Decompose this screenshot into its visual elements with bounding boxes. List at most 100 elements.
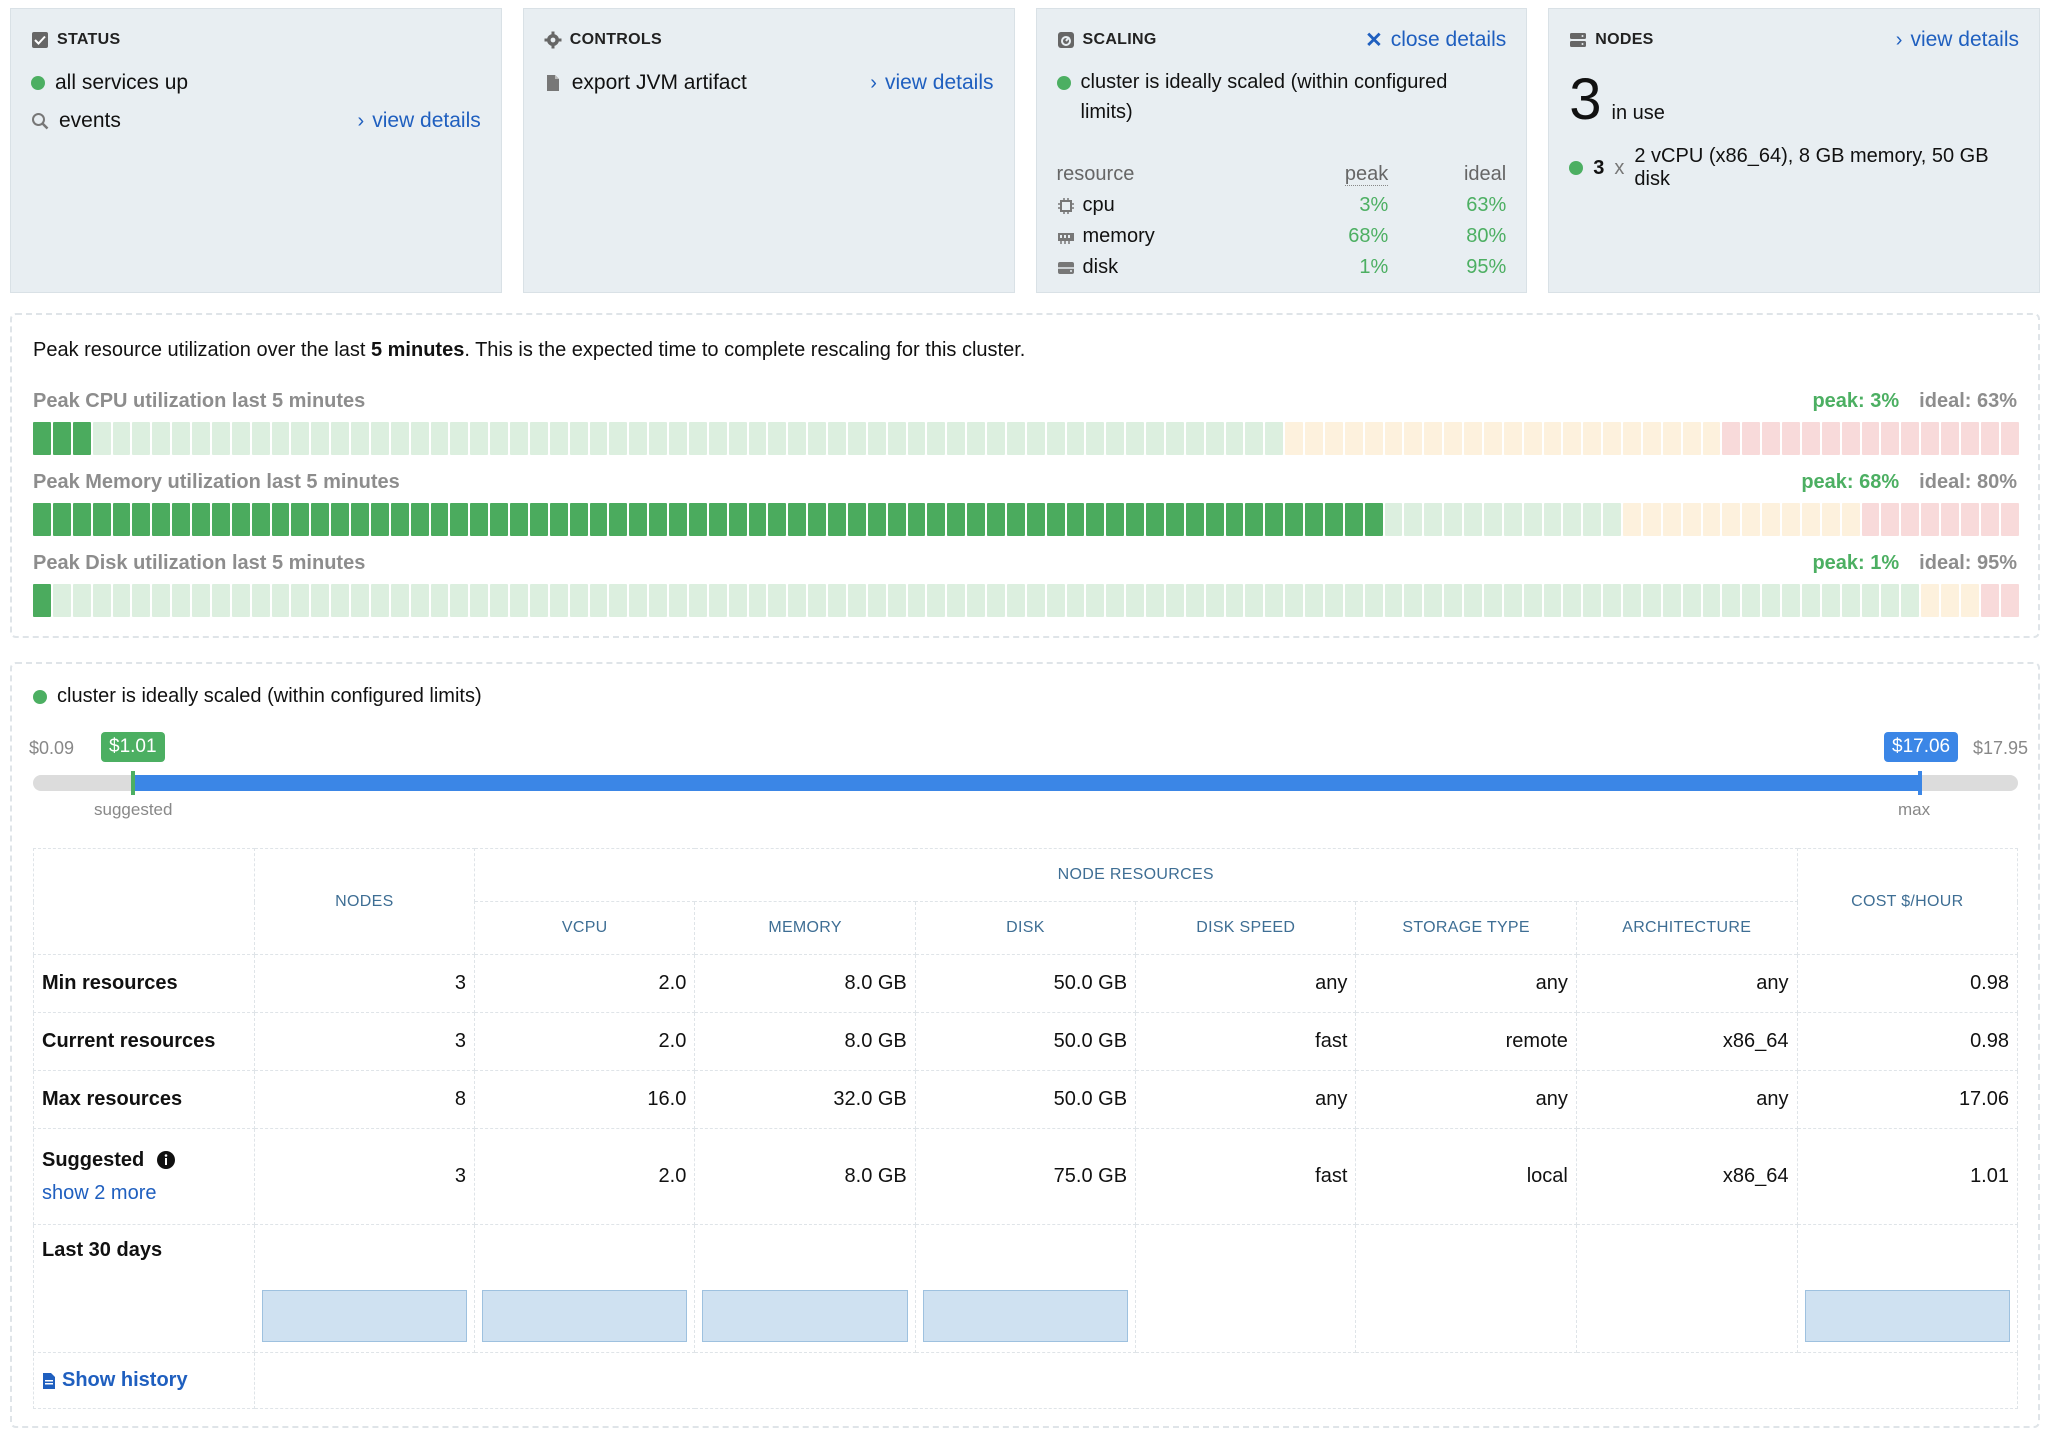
resource-peak: 1%	[1278, 256, 1388, 279]
utilization-segment	[550, 422, 568, 455]
utilization-segment	[808, 503, 826, 536]
utilization-segment	[1544, 503, 1562, 536]
utilization-segment	[828, 584, 846, 617]
events-view-details-link[interactable]: › view details	[358, 109, 481, 133]
cell-disk-speed: any	[1136, 1071, 1356, 1129]
utilization-segment	[808, 584, 826, 617]
show-history-link[interactable]: Show history	[34, 1353, 255, 1409]
utilization-segment	[1305, 503, 1323, 536]
utilization-segment	[1027, 584, 1045, 617]
utilization-segment	[1126, 503, 1144, 536]
gauge-icon	[1057, 31, 1075, 49]
status-dot-icon	[31, 76, 45, 90]
utilization-segment	[1424, 584, 1442, 617]
memory-peak-value: peak: 68%	[1801, 471, 1899, 493]
row-label: Max resources	[34, 1071, 255, 1129]
row-label: Suggested	[42, 1149, 144, 1172]
utilization-segment	[1961, 584, 1979, 617]
utilization-segment	[431, 422, 449, 455]
utilization-segment	[1325, 503, 1343, 536]
utilization-segment	[331, 584, 349, 617]
utilization-segment	[530, 584, 548, 617]
controls-card-title: CONTROLS	[544, 31, 994, 49]
cell-memory: 8.0 GB	[695, 1129, 915, 1225]
utilization-segment	[371, 422, 389, 455]
disk-utilization-bar	[33, 584, 2018, 617]
utilization-segment	[987, 584, 1005, 617]
memory-utilization-values: peak: 68% ideal: 80%	[1801, 471, 2017, 494]
scaling-table-header: resource peak ideal	[1057, 159, 1507, 190]
utilization-segment	[1186, 584, 1204, 617]
utilization-segment	[1921, 584, 1939, 617]
utilization-segment	[431, 584, 449, 617]
memory-history-sparkline[interactable]	[702, 1290, 907, 1342]
utilization-segment	[1961, 422, 1979, 455]
utilization-segment	[1345, 422, 1363, 455]
cpu-peak-value: peak: 3%	[1812, 390, 1899, 412]
nodes-view-details-link[interactable]: › view details	[1896, 28, 2019, 52]
utilization-segment	[1881, 584, 1899, 617]
utilization-segment	[1484, 584, 1502, 617]
nodes-history-sparkline[interactable]	[262, 1290, 467, 1342]
utilization-segment	[371, 584, 389, 617]
utilization-segment	[729, 584, 747, 617]
utilization-segment	[550, 584, 568, 617]
utilization-segment	[590, 422, 608, 455]
disk-peak-value: peak: 1%	[1812, 552, 1899, 574]
utilization-segment	[590, 584, 608, 617]
utilization-segment	[1643, 584, 1661, 617]
architecture-header: ARCHITECTURE	[1576, 902, 1797, 955]
utilization-segment	[1186, 503, 1204, 536]
utilization-segment	[570, 422, 588, 455]
info-icon[interactable]	[156, 1150, 176, 1170]
utilization-segment	[192, 422, 210, 455]
resource-ideal: 95%	[1388, 256, 1506, 279]
disk-history-sparkline[interactable]	[923, 1290, 1128, 1342]
utilization-segment	[788, 503, 806, 536]
utilization-segment	[1742, 422, 1760, 455]
show-more-link[interactable]: show 2 more	[42, 1182, 246, 1205]
utilization-segment	[1365, 422, 1383, 455]
export-row: export JVM artifact › view details	[544, 71, 994, 95]
utilization-segment	[113, 584, 131, 617]
cost-history-sparkline[interactable]	[1805, 1290, 2010, 1342]
utilization-segment	[669, 422, 687, 455]
utilization-segment	[987, 422, 1005, 455]
utilization-segment	[1603, 584, 1621, 617]
utilization-segment	[232, 503, 250, 536]
cell-nodes: 3	[254, 1129, 474, 1225]
utilization-segment	[788, 422, 806, 455]
utilization-segment	[510, 422, 528, 455]
utilization-segment	[351, 422, 369, 455]
utilization-segment	[649, 422, 667, 455]
max-handle[interactable]	[1918, 771, 1922, 795]
resource-ideal: 80%	[1388, 225, 1506, 248]
memory-utilization-label: Peak Memory utilization last 5 minutes	[33, 471, 400, 494]
utilization-segment	[967, 503, 985, 536]
utilization-segment	[868, 584, 886, 617]
utilization-segment	[1086, 584, 1104, 617]
controls-view-details-link[interactable]: › view details	[870, 71, 993, 95]
utilization-segment	[1703, 503, 1721, 536]
utilization-segment	[1762, 503, 1780, 536]
export-jvm-artifact-label[interactable]: export JVM artifact	[572, 71, 747, 95]
suggested-handle[interactable]	[131, 771, 135, 795]
vcpu-history-sparkline[interactable]	[482, 1290, 687, 1342]
utilization-segment	[1047, 503, 1065, 536]
table-row-history: Last 30 days	[34, 1225, 2018, 1353]
cell-storage-type: local	[1356, 1129, 1576, 1225]
services-row: all services up	[31, 71, 481, 95]
utilization-segment	[1842, 584, 1860, 617]
utilization-segment	[927, 422, 945, 455]
utilization-segment	[1623, 422, 1641, 455]
utilization-segment	[1265, 584, 1283, 617]
show-history-text: Show history	[62, 1369, 188, 1392]
utilization-segment	[1583, 422, 1601, 455]
close-details-link[interactable]: ✕ close details	[1365, 28, 1506, 53]
nodes-card-title: NODES › view details	[1569, 31, 2019, 49]
utilization-segment	[132, 584, 150, 617]
utilization-segment	[768, 422, 786, 455]
utilization-segment	[1007, 503, 1025, 536]
utilization-segment	[450, 422, 468, 455]
utilization-segment	[53, 584, 71, 617]
